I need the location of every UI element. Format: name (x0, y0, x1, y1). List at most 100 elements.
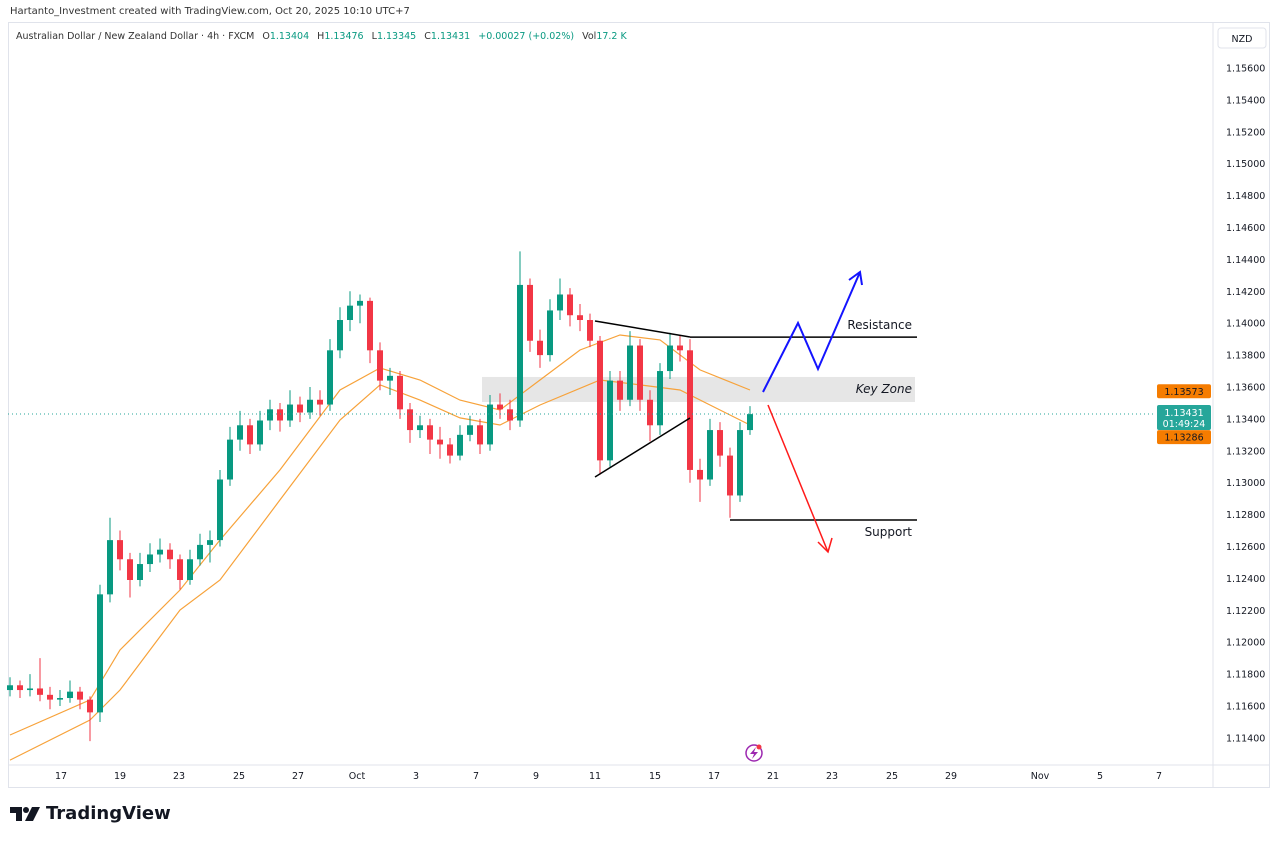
candle-body (117, 540, 123, 560)
time-tick-label: 25 (886, 771, 898, 782)
ma-price-tag (1157, 384, 1211, 399)
candle (587, 313, 593, 348)
candle-body (177, 559, 183, 580)
key-zone-rect[interactable] (482, 376, 915, 402)
candle (137, 552, 143, 587)
candle (187, 549, 193, 585)
price-tick-label: 1.12000 (1226, 638, 1265, 649)
price-tick-label: 1.11400 (1226, 733, 1265, 744)
candle-body (467, 425, 473, 435)
candle (127, 552, 133, 598)
candle (27, 674, 33, 697)
candle-body (697, 469, 703, 480)
bullish-path[interactable] (762, 271, 861, 393)
candle (77, 686, 83, 710)
chart-frame (8, 22, 1270, 788)
candle (247, 418, 253, 454)
price-tick-label: 1.14200 (1226, 287, 1265, 298)
candle-body (437, 439, 443, 445)
candle-body (337, 320, 343, 351)
candle-body (157, 549, 163, 555)
price-axis: 1.15600 1.15400 1.15200 1.15000 1.14800 1.146… (1226, 64, 1265, 745)
candle-body (377, 350, 383, 381)
candle-body (247, 425, 253, 445)
candle-body (367, 300, 373, 351)
candle-body (707, 430, 713, 480)
triangle-lower-line[interactable] (594, 417, 691, 478)
candle (727, 447, 733, 518)
price-tick-label: 1.15000 (1226, 159, 1265, 170)
candle (87, 696, 93, 742)
candle (457, 425, 463, 461)
candle (557, 278, 563, 321)
candle-body (127, 559, 133, 580)
candle-body (307, 399, 313, 413)
bearish-path[interactable] (767, 404, 829, 553)
candle-body (187, 559, 193, 580)
open-value: 1.13404 (269, 31, 310, 42)
price-tick-label: 1.14400 (1226, 255, 1265, 266)
candle-body (617, 380, 623, 400)
candle (427, 418, 433, 454)
candle (547, 299, 553, 362)
low-value: 1.13345 (376, 31, 417, 42)
candle-body (657, 371, 663, 426)
candle-body (407, 409, 413, 431)
candle (527, 278, 533, 352)
candle-body (7, 685, 13, 691)
candle-body (27, 688, 33, 691)
candle (257, 410, 263, 451)
time-tick-label: 3 (413, 771, 419, 782)
candle (107, 517, 113, 603)
candle-body (147, 554, 153, 565)
price-tick-label: 1.12600 (1226, 542, 1265, 553)
price-tick-label: 1.14000 (1226, 319, 1265, 330)
candle (687, 339, 693, 483)
candle (297, 396, 303, 423)
tradingview-logo-icon (10, 806, 40, 821)
candle-body (627, 345, 633, 400)
time-tick-label: 19 (114, 771, 126, 782)
candle (627, 331, 633, 407)
candle-body (747, 414, 753, 431)
tradingview-logo[interactable]: TradingView (10, 803, 171, 824)
candle-body (197, 544, 203, 560)
candle (677, 335, 683, 362)
candle-body (457, 434, 463, 456)
candle (367, 297, 373, 364)
candle-body (517, 284, 523, 421)
candle-body (17, 685, 23, 691)
vol-label: Vol (582, 31, 597, 42)
candle-body (607, 380, 613, 461)
candle-body (387, 375, 393, 381)
time-tick-label: 9 (533, 771, 539, 782)
candle-body (167, 549, 173, 560)
candle-body (537, 340, 543, 356)
candle (227, 426, 233, 486)
candle-body (327, 350, 333, 405)
candle-body (487, 404, 493, 445)
candle (47, 686, 53, 710)
candle (447, 438, 453, 464)
candle-body (237, 425, 243, 440)
triangle-upper-line[interactable] (594, 320, 691, 338)
price-tick-label: 1.11600 (1226, 702, 1265, 713)
candle-body (597, 340, 603, 461)
currency-button[interactable] (1217, 27, 1267, 49)
candle (717, 422, 723, 467)
candle (647, 390, 653, 442)
candle (607, 371, 613, 467)
candle-body (567, 294, 573, 316)
candle (147, 543, 153, 573)
candle (597, 335, 603, 475)
price-tick-label: 1.12800 (1226, 510, 1265, 521)
time-tick-label: 23 (173, 771, 185, 782)
lightning-icon[interactable] (745, 744, 763, 762)
candle (387, 367, 393, 395)
high-label: H (317, 31, 325, 42)
candle (397, 371, 403, 419)
resistance-label: Resistance (847, 318, 912, 332)
close-label: C (424, 31, 431, 42)
last-price-tag (1157, 404, 1211, 430)
